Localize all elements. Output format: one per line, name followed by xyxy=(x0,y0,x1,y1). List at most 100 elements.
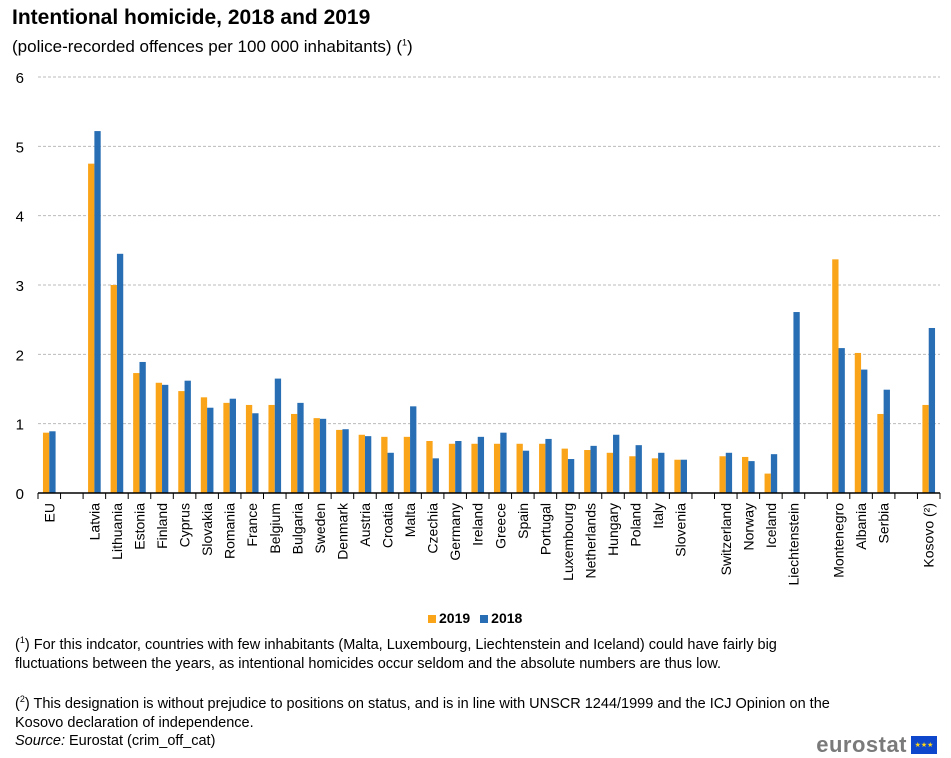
bar-2018-spain xyxy=(522,450,530,493)
bar-2019-italy xyxy=(651,458,659,493)
bar-2018-eu xyxy=(49,431,56,493)
bar-2019-portugal xyxy=(539,443,546,493)
footnote-ref: 1 xyxy=(402,37,408,48)
y-tick-label: 2 xyxy=(16,347,24,364)
chart-title: Intentional homicide, 2018 and 2019 xyxy=(12,6,371,29)
footnote-mark: 2 xyxy=(19,694,25,704)
bar-2019-greece xyxy=(493,443,501,493)
bar-2018-france xyxy=(252,413,259,493)
legend-label: 2019 xyxy=(439,610,471,626)
x-tick-label: Slovakia xyxy=(199,503,215,556)
chart-subtitle: (police-recorded offences per 100 000 in… xyxy=(12,37,413,56)
logo-text: eurostat xyxy=(816,732,907,757)
x-tick-label: Lithuania xyxy=(109,503,125,560)
x-tick-label: Finland xyxy=(154,503,170,549)
bar-2018-montenegro xyxy=(838,348,845,493)
x-tick-label: Sweden xyxy=(312,503,328,554)
bar-2018-sweden xyxy=(319,418,327,493)
x-tick-label: Ireland xyxy=(470,503,486,546)
x-tick-label: EU xyxy=(41,503,57,522)
bar-2019-eu xyxy=(42,432,50,493)
legend: 2019 2018 xyxy=(428,610,522,626)
source-text: Eurostat (crim_off_cat) xyxy=(64,733,216,749)
footnote-1: (1) For this indcator, countries with fe… xyxy=(15,635,777,672)
bar-2019-latvia xyxy=(88,163,95,493)
bar-2019-netherlands xyxy=(584,450,591,493)
bar-2018-slovenia xyxy=(680,459,687,493)
footnote-text: For this indcator, countries with few in… xyxy=(15,636,777,672)
legend-item-2019: 2019 xyxy=(428,610,470,626)
bar-2018-hungary xyxy=(613,434,620,493)
bar-2018-cyprus xyxy=(184,380,191,493)
bar-2018-denmark xyxy=(342,429,349,493)
x-tick-label: Norway xyxy=(740,503,756,550)
bar-2019-lithuania xyxy=(110,285,117,493)
x-tick-label: Spain xyxy=(515,503,531,539)
bar-2018-greece xyxy=(500,432,507,493)
bar-2019-sweden xyxy=(313,418,320,493)
bar-2018-portugal xyxy=(545,438,552,493)
bar-2019-poland xyxy=(629,456,636,493)
y-tick-label: 3 xyxy=(16,278,24,295)
x-tick-label: Albania xyxy=(853,503,869,550)
bar-2019-cyprus xyxy=(178,391,185,493)
bar-chart: 0 1 2 3 4 5 6 EU Latvia Lithuania Estonia Finland Cy… xyxy=(16,70,941,586)
bar-2019-montenegro xyxy=(832,259,839,493)
bar-2018-iceland xyxy=(770,454,778,493)
x-tick-label: Liechtenstein xyxy=(785,503,801,586)
bar-2018-czechia xyxy=(432,458,439,493)
x-tick-label: Cyprus xyxy=(177,503,193,547)
bar-2018-malta xyxy=(410,406,417,493)
bar-2018-austria xyxy=(364,436,372,493)
bar-2018-latvia xyxy=(94,131,101,493)
x-tick-label: Serbia xyxy=(876,503,892,544)
y-tick-label: 6 xyxy=(16,70,24,87)
x-tick-label: Portugal xyxy=(537,503,553,555)
bar-2018-finland xyxy=(162,384,169,493)
bar-2019-serbia xyxy=(877,413,884,493)
bar-2018-switzerland xyxy=(725,452,733,493)
x-tick-label: Belgium xyxy=(267,503,283,554)
x-tick-label: Latvia xyxy=(86,503,102,541)
bar-2019-slovenia xyxy=(674,459,681,493)
x-tick-label: Hungary xyxy=(605,503,621,556)
bar-2019-switzerland xyxy=(719,456,726,493)
footnote-2: (2) This designation is without prejudic… xyxy=(15,694,830,731)
x-tick-label: Romania xyxy=(222,503,238,559)
bar-2018-romania xyxy=(229,398,236,493)
source: Source: Eurostat (crim_off_cat) xyxy=(15,732,835,751)
bar-2019-spain xyxy=(516,443,523,493)
x-tick-label: Luxembourg xyxy=(560,503,576,581)
bar-2019-romania xyxy=(223,402,230,493)
eurostat-logo: eurostat ★★★ xyxy=(816,732,937,758)
bar-2019-hungary xyxy=(606,452,614,493)
y-tick-label: 1 xyxy=(16,417,24,434)
legend-label: 2018 xyxy=(491,610,523,626)
y-tick-label: 5 xyxy=(16,139,24,156)
x-tick-label: Italy xyxy=(650,503,666,529)
x-tick-label: France xyxy=(244,503,260,547)
bar-2019-slovakia xyxy=(200,397,208,493)
x-tick-label: Bulgaria xyxy=(289,503,305,555)
bar-2018-lithuania xyxy=(116,253,124,493)
bar-2019-norway xyxy=(742,456,749,493)
bar-2019-iceland xyxy=(764,473,771,493)
x-tick-label: Malta xyxy=(402,503,418,537)
x-tick-label: Iceland xyxy=(763,503,779,548)
bar-2019-albania xyxy=(854,352,862,493)
bar-2019-malta xyxy=(403,436,411,493)
footnote-mark: 1 xyxy=(19,635,25,645)
bar-2018-luxembourg xyxy=(567,459,575,493)
bar-2019-bulgaria xyxy=(291,413,298,493)
bar-2018-liechtenstein xyxy=(793,312,800,493)
x-tick-label: Denmark xyxy=(334,502,350,560)
bar-2018-belgium xyxy=(274,378,282,493)
footnote-text: This designation is without prejudice to… xyxy=(15,695,830,731)
x-tick-label: Netherlands xyxy=(582,503,598,579)
bar-2018-netherlands xyxy=(590,445,597,493)
subtitle-text: (police-recorded offences per 100 000 in… xyxy=(12,37,392,56)
bar-2019-belgium xyxy=(268,404,275,493)
legend-swatch xyxy=(480,615,489,623)
x-tick-label: Estonia xyxy=(131,503,147,550)
bar-2018-ireland xyxy=(477,436,485,493)
